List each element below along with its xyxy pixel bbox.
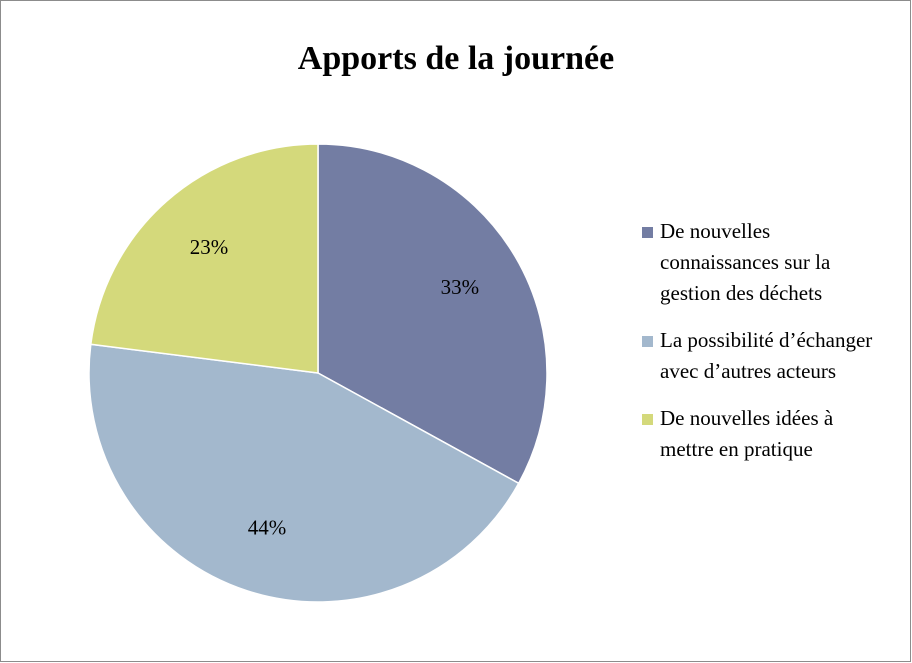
data-label: 44% bbox=[248, 516, 287, 540]
legend-swatch bbox=[642, 414, 653, 425]
chart-title: Apports de la journée bbox=[298, 40, 614, 77]
pie-slice bbox=[89, 143, 319, 374]
legend-swatch bbox=[642, 336, 653, 347]
legend-swatch bbox=[642, 227, 653, 238]
legend-label: De nouvelles idées à mettre en pratique bbox=[660, 406, 834, 461]
legend-item: La possibilité d’échanger avec d’autres … bbox=[640, 325, 890, 387]
legend-label: La possibilité d’échanger avec d’autres … bbox=[660, 328, 873, 383]
legend-item: De nouvelles connaissances sur la gestio… bbox=[640, 216, 890, 309]
data-label: 23% bbox=[190, 235, 229, 259]
pie-slice bbox=[317, 143, 548, 485]
pie-slice bbox=[88, 343, 520, 603]
legend-label: De nouvelles connaissances sur la gestio… bbox=[660, 219, 831, 305]
legend: De nouvelles connaissances sur la gestio… bbox=[640, 216, 890, 481]
data-label: 33% bbox=[441, 275, 480, 299]
legend-item: De nouvelles idées à mettre en pratique bbox=[640, 403, 890, 465]
